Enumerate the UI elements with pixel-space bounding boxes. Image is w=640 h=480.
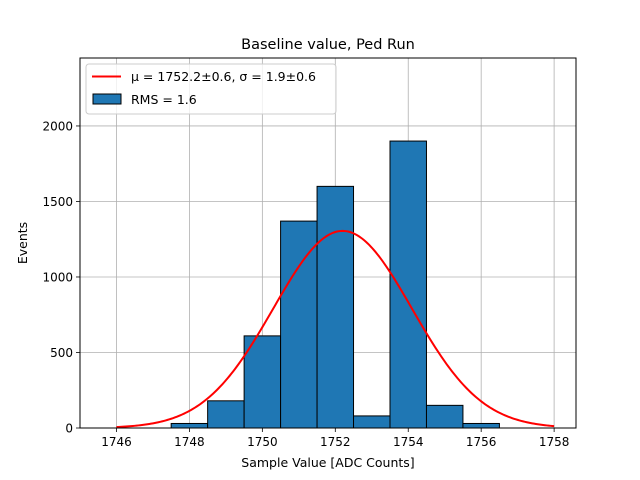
y-axis-label: Events bbox=[15, 222, 30, 264]
chart-title: Baseline value, Ped Run bbox=[241, 37, 415, 53]
histogram-bar bbox=[462, 422, 500, 429]
histogram-bar bbox=[170, 422, 209, 429]
histogram-bar bbox=[280, 220, 318, 429]
legend-fit-label: μ = 1752.2±0.6, σ = 1.9±0.6 bbox=[131, 69, 316, 84]
histogram-bar bbox=[207, 400, 245, 429]
x-tick-label: 1750 bbox=[247, 435, 278, 449]
x-tick-label: 1756 bbox=[466, 435, 497, 449]
axes-frame bbox=[79, 57, 577, 429]
y-tick-label: 1000 bbox=[42, 270, 73, 284]
fit-curve bbox=[116, 229, 555, 429]
histogram-bar bbox=[389, 140, 427, 429]
histogram-bars bbox=[170, 140, 500, 429]
y-axis-ticks: 0 500 1000 1500 2000 bbox=[42, 119, 80, 436]
histogram-bar bbox=[316, 185, 355, 429]
y-tick-label: 1500 bbox=[42, 195, 73, 209]
x-axis-ticks: 1746 1748 1750 1752 1754 1756 1758 bbox=[101, 428, 569, 449]
histogram-bar bbox=[425, 404, 464, 429]
x-tick-label: 1752 bbox=[320, 435, 351, 449]
legend-frame bbox=[85, 63, 337, 115]
histogram-bar bbox=[353, 415, 391, 429]
x-tick-label: 1758 bbox=[539, 435, 570, 449]
legend-histogram-label: RMS = 1.6 bbox=[131, 92, 197, 107]
y-tick-label: 500 bbox=[50, 346, 73, 360]
y-tick-label: 0 bbox=[65, 422, 73, 436]
x-axis-label: Sample Value [ADC Counts] bbox=[241, 455, 414, 470]
legend-histogram-swatch bbox=[92, 93, 122, 105]
x-tick-label: 1748 bbox=[174, 435, 205, 449]
x-tick-label: 1754 bbox=[393, 435, 424, 449]
legend: μ = 1752.2±0.6, σ = 1.9±0.6 RMS = 1.6 bbox=[85, 63, 337, 115]
x-tick-label: 1746 bbox=[101, 435, 132, 449]
gaussian-fit bbox=[116, 229, 555, 429]
y-tick-label: 2000 bbox=[42, 119, 73, 133]
